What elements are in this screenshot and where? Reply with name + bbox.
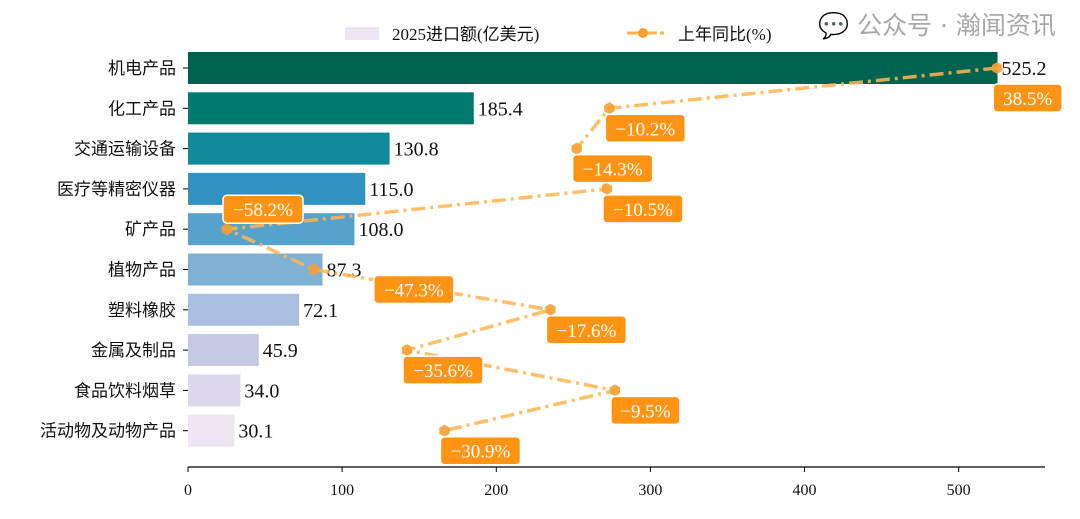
yoy-label: −9.5% [620,401,670,422]
yoy-label: −10.2% [615,119,675,140]
y-tick-label: 交通运输设备 [74,140,176,159]
y-tick-label: 矿产品 [125,220,176,239]
yoy-label: 38.5% [1003,89,1052,110]
yoy-marker [604,102,615,115]
yoy-label: −14.3% [583,160,643,181]
x-tick-label: 200 [484,482,508,499]
bar [188,293,300,326]
yoy-label-box [992,83,1063,113]
yoy-marker [308,263,320,276]
yoy-label: −35.6% [413,361,473,382]
yoy-label: −10.5% [613,200,673,221]
yoy-marker [609,384,621,397]
bar-value-label: 87.3 [327,260,362,282]
yoy-label: −58.2% [233,200,293,221]
yoy-marker [401,344,413,357]
yoy-marker [221,223,233,236]
y-tick-label: 植物产品 [108,261,176,280]
bar [188,253,323,286]
yoy-marker [601,182,613,195]
yoy-label-box [222,194,304,224]
y-tick-label: 金属及制品 [91,341,176,360]
bar-value-label: 185.4 [478,98,523,120]
x-tick-label: 300 [638,482,662,499]
yoy-line [220,66,998,433]
bar-value-label: 45.9 [263,340,298,362]
bar [188,92,474,125]
x-tick-label: 0 [184,482,192,499]
legend-line-label: 上年同比(%) [678,25,771,44]
yoy-label-box [439,435,522,466]
y-tick-label: 医疗等精密仪器 [57,180,176,199]
bar [188,132,390,165]
bar-value-label: 30.1 [238,421,273,443]
bar [188,52,998,84]
bar-value-label: 115.0 [369,179,413,201]
yoy-label: −30.9% [451,442,511,463]
yoy-label-box [402,355,484,385]
yoy-label-box [602,194,684,224]
yoy-label-box [373,274,455,305]
watermark-text: 公众号 · 瀚闻资讯 [857,11,1056,40]
x-tick-label: 500 [947,482,971,499]
y-tick-label: 塑料橡胶 [108,301,176,320]
bar-value-label: 108.0 [358,219,403,241]
x-tick-label: 400 [793,482,817,499]
bar [188,334,259,367]
yoy-marker [992,62,1003,74]
y-tick-label: 化工产品 [108,99,176,118]
yoy-marker [545,303,556,316]
bar-value-label: 525.2 [1002,58,1047,80]
watermark: 💬 公众号 · 瀚闻资讯 [818,6,1056,42]
yoy-label-box [545,315,628,345]
yoy-label: −17.6% [556,321,616,342]
bar [188,414,235,447]
legend-bar-swatch [345,27,379,40]
yoy-label-box [571,153,654,184]
yoy-label-box [604,113,687,144]
bar [188,374,241,407]
yoy-label: −47.3% [384,281,444,302]
y-tick-label: 食品饮料烟草 [74,381,176,400]
y-tick-label: 机电产品 [108,59,176,78]
wechat-icon: 💬 [818,11,850,40]
bar-value-label: 130.8 [394,139,439,161]
bar-value-label: 72.1 [303,300,338,322]
yoy-marker [439,424,450,437]
bar-value-label: 34.0 [244,380,279,402]
yoy-marker [571,142,582,155]
x-tick-label: 100 [330,482,354,499]
legend-bar-label: 2025进口额(亿美元) [392,25,539,44]
legend-line-marker [638,28,648,38]
yoy-label-box [610,395,681,426]
y-tick-label: 活动物及动物产品 [40,422,176,441]
